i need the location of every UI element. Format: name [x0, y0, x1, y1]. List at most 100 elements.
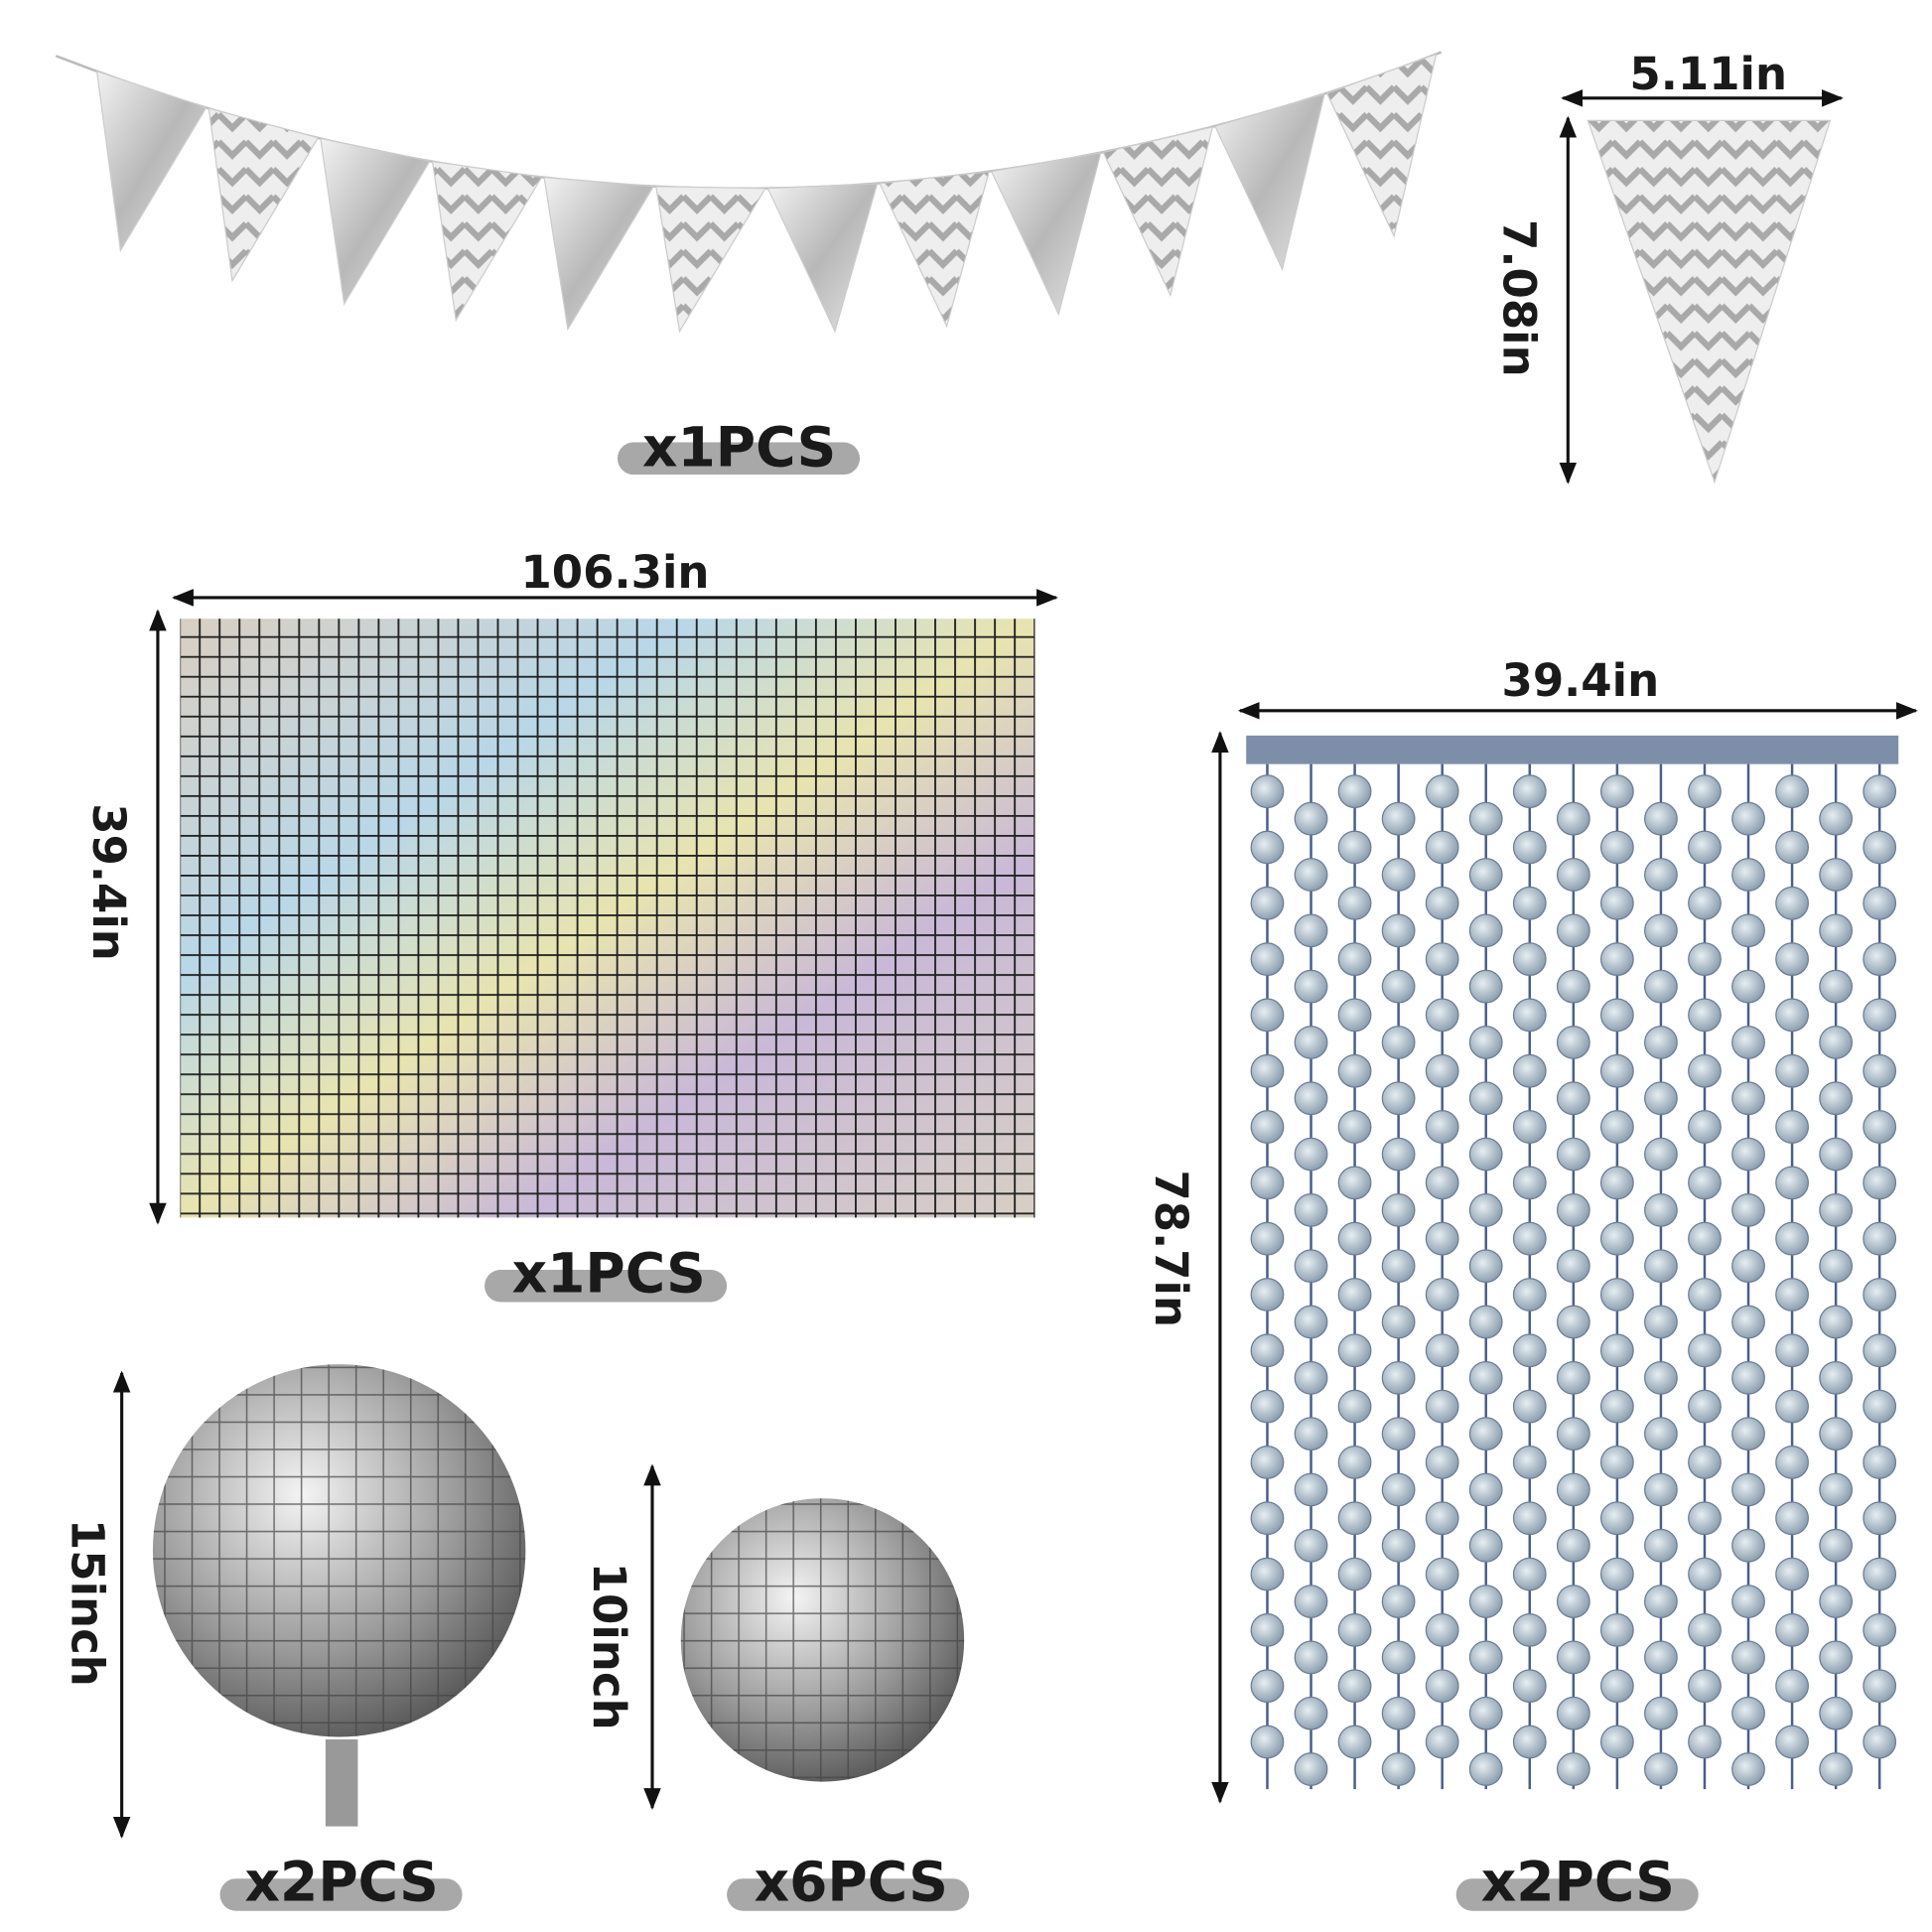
dimension-label: 106.3in [520, 546, 709, 599]
bead [1731, 1137, 1765, 1172]
bead [1819, 1081, 1854, 1116]
bead [1337, 1557, 1372, 1591]
bead [1644, 1137, 1678, 1172]
bead [1556, 1137, 1590, 1172]
bead [1337, 1166, 1372, 1200]
bead [1863, 942, 1897, 977]
bead [1819, 1193, 1854, 1227]
bead [1819, 1249, 1854, 1284]
bead [1512, 942, 1547, 977]
bead [1688, 1501, 1722, 1536]
bead [1556, 1360, 1590, 1395]
bead [1688, 886, 1722, 920]
bead [1250, 1053, 1285, 1088]
bead [1599, 1669, 1634, 1704]
dimension-label: 39.4in [82, 803, 135, 961]
bead [1250, 1446, 1285, 1479]
bead [1556, 858, 1590, 892]
bead [1468, 1137, 1503, 1172]
bead [1819, 913, 1854, 948]
bead [1731, 1026, 1765, 1059]
bead [1819, 1305, 1854, 1339]
pennant [207, 107, 320, 283]
bead [1381, 1640, 1416, 1675]
bead [1512, 1557, 1547, 1591]
bead [1688, 1333, 1722, 1368]
dimension-label: 39.4in [1502, 654, 1660, 707]
bead [1425, 1278, 1459, 1311]
bead [1381, 858, 1416, 892]
bead [1425, 1166, 1459, 1200]
bead [1556, 1696, 1590, 1730]
bead [1337, 942, 1372, 977]
pennant [95, 69, 207, 253]
bead [1468, 1528, 1503, 1563]
bead [1512, 1669, 1547, 1704]
bead [1863, 1278, 1897, 1311]
pennant [320, 137, 431, 306]
large-balloon [152, 1364, 526, 1827]
bead [1775, 1278, 1809, 1311]
bead [1775, 1333, 1809, 1368]
bead [1819, 1360, 1854, 1395]
bead [1599, 942, 1634, 977]
bead [1731, 969, 1765, 1004]
bead [1644, 1249, 1678, 1284]
bead [1250, 1221, 1285, 1256]
bead [1512, 1110, 1547, 1144]
bead [1863, 998, 1897, 1033]
bead [1381, 1026, 1416, 1059]
bead [1294, 1528, 1328, 1563]
bead [1819, 858, 1854, 892]
bead [1599, 1053, 1634, 1088]
bead [1775, 1110, 1809, 1144]
bead [1731, 1417, 1765, 1451]
bead [1468, 801, 1503, 836]
bead [1731, 1249, 1765, 1284]
bead [1512, 830, 1547, 865]
bead [1294, 1081, 1328, 1116]
bead [1599, 830, 1634, 865]
dimension-label: 5.11in [1629, 48, 1787, 100]
bead [1337, 1501, 1372, 1536]
bead [1775, 998, 1809, 1033]
bead [1337, 1725, 1372, 1759]
bead [1819, 1585, 1854, 1619]
bead [1556, 1081, 1590, 1116]
bead [1294, 1249, 1328, 1284]
bead [1294, 1472, 1328, 1507]
bead [1819, 1137, 1854, 1172]
bead [1731, 1360, 1765, 1395]
bead [1775, 1725, 1809, 1759]
bead [1775, 830, 1809, 865]
bead [1381, 913, 1416, 948]
bead [1425, 998, 1459, 1033]
quantity-label: x2PCS [245, 1851, 439, 1914]
bead [1731, 1752, 1765, 1786]
bead [1381, 1193, 1416, 1227]
bead [1819, 801, 1854, 836]
quantity-label: x1PCS [512, 1242, 706, 1306]
bead [1294, 801, 1328, 836]
bead [1512, 1725, 1547, 1759]
bead [1556, 913, 1590, 948]
bead [1863, 830, 1897, 865]
bead [1468, 1696, 1503, 1730]
bead [1599, 774, 1634, 809]
bead [1250, 1110, 1285, 1144]
bead [1381, 969, 1416, 1004]
bead [1250, 1725, 1285, 1759]
bead [1381, 801, 1416, 836]
bead [1381, 1752, 1416, 1786]
bead [1381, 1528, 1416, 1563]
bead [1250, 1389, 1285, 1424]
bead [1863, 1501, 1897, 1536]
bead [1644, 1640, 1678, 1675]
bead [1599, 1613, 1634, 1647]
bead [1775, 1613, 1809, 1647]
bead [1863, 1389, 1897, 1424]
bead [1512, 1501, 1547, 1536]
bead [1688, 1389, 1722, 1424]
bead [1468, 1752, 1503, 1786]
